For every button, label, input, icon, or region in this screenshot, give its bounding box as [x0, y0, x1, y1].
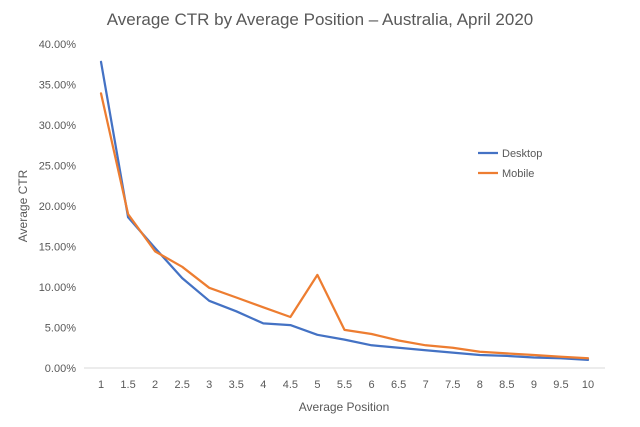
y-tick-label: 0.00%	[45, 363, 76, 375]
series-line-desktop	[99, 60, 590, 362]
y-tick-label: 25.00%	[39, 161, 77, 173]
legend-label: Mobile	[502, 168, 534, 180]
legend-item-desktop: Desktop	[478, 148, 542, 160]
x-tick-label: 8	[477, 379, 483, 391]
x-tick-label: 5	[314, 379, 320, 391]
x-axis-ticks: 1 1.5 2 2.5 3 3.5 4 4.5 5 5.5 6 6.5 7 7.5 8 8.5 9 9.5 10	[98, 379, 594, 391]
x-tick-label: 7	[423, 379, 429, 391]
y-axis-ticks: 0.00% 5.00% 10.00% 15.00% 20.00% 25.00% 30.00%…	[39, 39, 77, 375]
legend: Desktop Mobile	[478, 148, 542, 180]
x-tick-label: 5.5	[337, 379, 352, 391]
legend-item-mobile: Mobile	[478, 168, 534, 180]
series-lines	[99, 60, 590, 362]
x-tick-label: 3	[206, 379, 212, 391]
x-tick-label: 4	[260, 379, 266, 391]
chart-title: Average CTR by Average Position – Austra…	[107, 10, 534, 29]
x-tick-label: 6.5	[391, 379, 406, 391]
y-tick-label: 15.00%	[39, 242, 77, 254]
legend-label: Desktop	[502, 148, 542, 160]
x-tick-label: 7.5	[445, 379, 460, 391]
y-tick-label: 20.00%	[39, 201, 77, 213]
y-tick-label: 35.00%	[39, 80, 77, 92]
x-tick-label: 10	[582, 379, 594, 391]
y-tick-label: 5.00%	[45, 323, 76, 335]
x-axis-label: Average Position	[299, 400, 390, 414]
x-tick-label: 8.5	[499, 379, 514, 391]
series-line-mobile	[99, 92, 590, 360]
x-tick-label: 6	[368, 379, 374, 391]
x-tick-label: 9	[531, 379, 537, 391]
x-tick-label: 2.5	[175, 379, 190, 391]
x-tick-label: 1	[98, 379, 104, 391]
x-tick-label: 9.5	[553, 379, 568, 391]
y-tick-label: 10.00%	[39, 282, 77, 294]
x-tick-label: 1.5	[120, 379, 135, 391]
y-tick-label: 30.00%	[39, 120, 77, 132]
x-tick-label: 4.5	[283, 379, 298, 391]
x-tick-label: 2	[152, 379, 158, 391]
x-tick-label: 3.5	[229, 379, 244, 391]
y-axis-label: Average CTR	[16, 169, 30, 242]
y-tick-label: 40.00%	[39, 39, 77, 51]
